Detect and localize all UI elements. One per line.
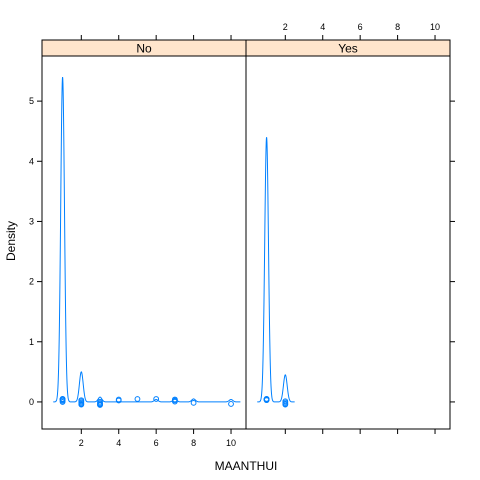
panel-no: No (42, 40, 246, 429)
y-axis-label: Density (4, 221, 18, 261)
x-tick-label-top: 4 (320, 22, 325, 32)
panel-frame (42, 56, 246, 429)
y-tick-label: 3 (29, 216, 34, 226)
panels: No Yes 0 1 2 3 4 5 2 2 4 4 6 6 8 8 10 10 (29, 22, 455, 448)
data-point (229, 402, 234, 407)
x-tick-label: 4 (116, 438, 121, 448)
y-tick-label: 4 (29, 156, 34, 166)
x-tick-label: 10 (226, 438, 236, 448)
strip-label-no: No (136, 42, 152, 56)
x-tick-label-top: 10 (430, 22, 440, 32)
data-point (135, 397, 140, 402)
data-point (154, 397, 159, 402)
x-tick-label: 2 (79, 438, 84, 448)
x-tick-label: 8 (191, 438, 196, 448)
y-tick-label: 5 (29, 96, 34, 106)
density-curve-yes (257, 137, 294, 402)
x-axis-label: MAANTHUI (215, 459, 278, 473)
panel-frame (246, 56, 450, 429)
panel-yes: Yes (246, 40, 450, 429)
x-tick-label: 6 (154, 438, 159, 448)
y-tick-label: 0 (29, 397, 34, 407)
data-point (191, 400, 196, 405)
y-tick-label: 1 (29, 337, 34, 347)
x-tick-label-top: 6 (358, 22, 363, 32)
strip-label-yes: Yes (338, 42, 358, 56)
x-tick-label-top: 8 (395, 22, 400, 32)
x-tick-label-top: 2 (283, 22, 288, 32)
density-curve-no (53, 77, 240, 402)
y-tick-label: 2 (29, 277, 34, 287)
